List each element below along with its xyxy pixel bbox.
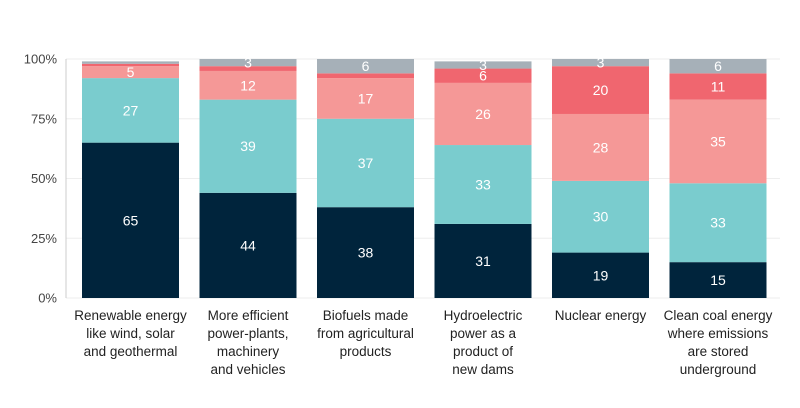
category-label-line: Biofuels made <box>323 308 409 323</box>
category-label-line: are stored <box>688 344 749 359</box>
bar-segment <box>434 68 532 83</box>
data-label: 19 <box>593 267 609 283</box>
category-label-line: new dams <box>452 362 514 377</box>
category-label: Renewable energy like wind, solar and geot… <box>74 308 187 359</box>
bar-segment <box>82 78 179 143</box>
category-label: Biofuels made from agricultural products <box>317 308 414 359</box>
bar-segment <box>669 262 767 298</box>
category-label-line: machinery <box>217 344 280 359</box>
data-label: 35 <box>710 133 726 149</box>
category-label: Clean coal energy where emissions are stor… <box>664 308 773 377</box>
y-tick-label: 50% <box>31 171 57 186</box>
bar-segment <box>317 78 414 119</box>
data-label: 12 <box>240 77 256 93</box>
category-label: Hydroelectric power as a product of new dam… <box>444 308 523 377</box>
y-tick-label: 75% <box>31 111 57 126</box>
category-label-line: Clean coal energy <box>664 308 773 323</box>
category-label-line: products <box>340 344 392 359</box>
data-label: 30 <box>593 209 609 225</box>
axes: 0% 25% 50% 75% 100% Renewable energy like wind… <box>24 52 773 378</box>
bars <box>82 59 767 298</box>
data-label: 6 <box>362 58 370 74</box>
y-tick-label: 100% <box>24 52 58 67</box>
bar-segment <box>82 66 179 79</box>
data-label: 6 <box>479 68 487 84</box>
bar-segment <box>669 183 767 263</box>
data-label: 3 <box>244 55 252 71</box>
data-label: 11 <box>711 78 726 94</box>
bar-segment <box>434 145 532 224</box>
bar-segment <box>82 63 179 67</box>
bar-segment <box>552 180 649 253</box>
data-labels: 6527544391233837176313326631930282031533… <box>123 55 726 288</box>
y-tick-label: 0% <box>38 291 57 306</box>
data-label: 20 <box>593 82 609 98</box>
category-label-line: where emissions <box>667 326 769 341</box>
category-label-line: and geothermal <box>84 344 178 359</box>
category-label-line: power as a <box>450 326 517 341</box>
category-label-line: Hydroelectric <box>444 308 523 323</box>
category-label: Nuclear energy <box>555 308 647 323</box>
data-label: 26 <box>475 106 491 122</box>
data-label: 31 <box>475 253 491 269</box>
category-label-line: product of <box>453 344 513 359</box>
bar-segment <box>317 59 414 74</box>
data-label: 3 <box>479 57 487 73</box>
data-label: 65 <box>123 212 139 228</box>
category-label-line: Renewable energy <box>74 308 187 323</box>
bar-segment <box>199 66 297 71</box>
category-label-line: More efficient <box>208 308 289 323</box>
category-label: More efficient power-plants, machinery and … <box>207 308 288 377</box>
data-label: 33 <box>475 176 491 192</box>
category-label-line: underground <box>680 362 757 377</box>
bar-segment <box>669 99 767 184</box>
data-label: 38 <box>358 245 374 261</box>
bar-segment <box>199 70 297 100</box>
bar-segment <box>434 223 532 298</box>
bar-segment <box>669 59 767 74</box>
bar-segment <box>82 61 179 64</box>
bar-segment <box>552 113 649 181</box>
bar-segment <box>199 99 297 193</box>
bar-segment <box>317 207 414 298</box>
bar-segment <box>552 252 649 298</box>
bar-segment <box>317 118 414 208</box>
bar-segment <box>434 61 532 69</box>
data-label: 15 <box>710 272 726 288</box>
bar-segment <box>669 73 767 100</box>
data-label: 33 <box>710 215 726 231</box>
data-label: 39 <box>240 138 256 154</box>
data-label: 27 <box>123 102 139 118</box>
bar-segment <box>82 142 179 298</box>
data-label: 44 <box>240 237 256 253</box>
bar-segment <box>552 59 649 67</box>
category-label-line: like wind, solar <box>86 326 175 341</box>
gridlines <box>66 58 780 299</box>
data-label: 3 <box>597 55 605 71</box>
bar-segment <box>434 82 532 146</box>
data-label: 17 <box>358 90 374 106</box>
data-label: 37 <box>358 155 374 171</box>
data-label: 6 <box>714 58 722 74</box>
bar-segment <box>317 73 414 79</box>
data-label: 5 <box>127 64 135 80</box>
y-tick-label: 25% <box>31 231 57 246</box>
bar-segment <box>552 66 649 114</box>
bar-segment <box>199 59 297 67</box>
category-label-line: and vehicles <box>210 362 285 377</box>
category-label-line: power-plants, <box>207 326 288 341</box>
bar-segment <box>199 192 297 298</box>
data-label: 28 <box>593 139 609 155</box>
category-label-line: from agricultural <box>317 326 414 341</box>
category-label-line: Nuclear energy <box>555 308 647 323</box>
